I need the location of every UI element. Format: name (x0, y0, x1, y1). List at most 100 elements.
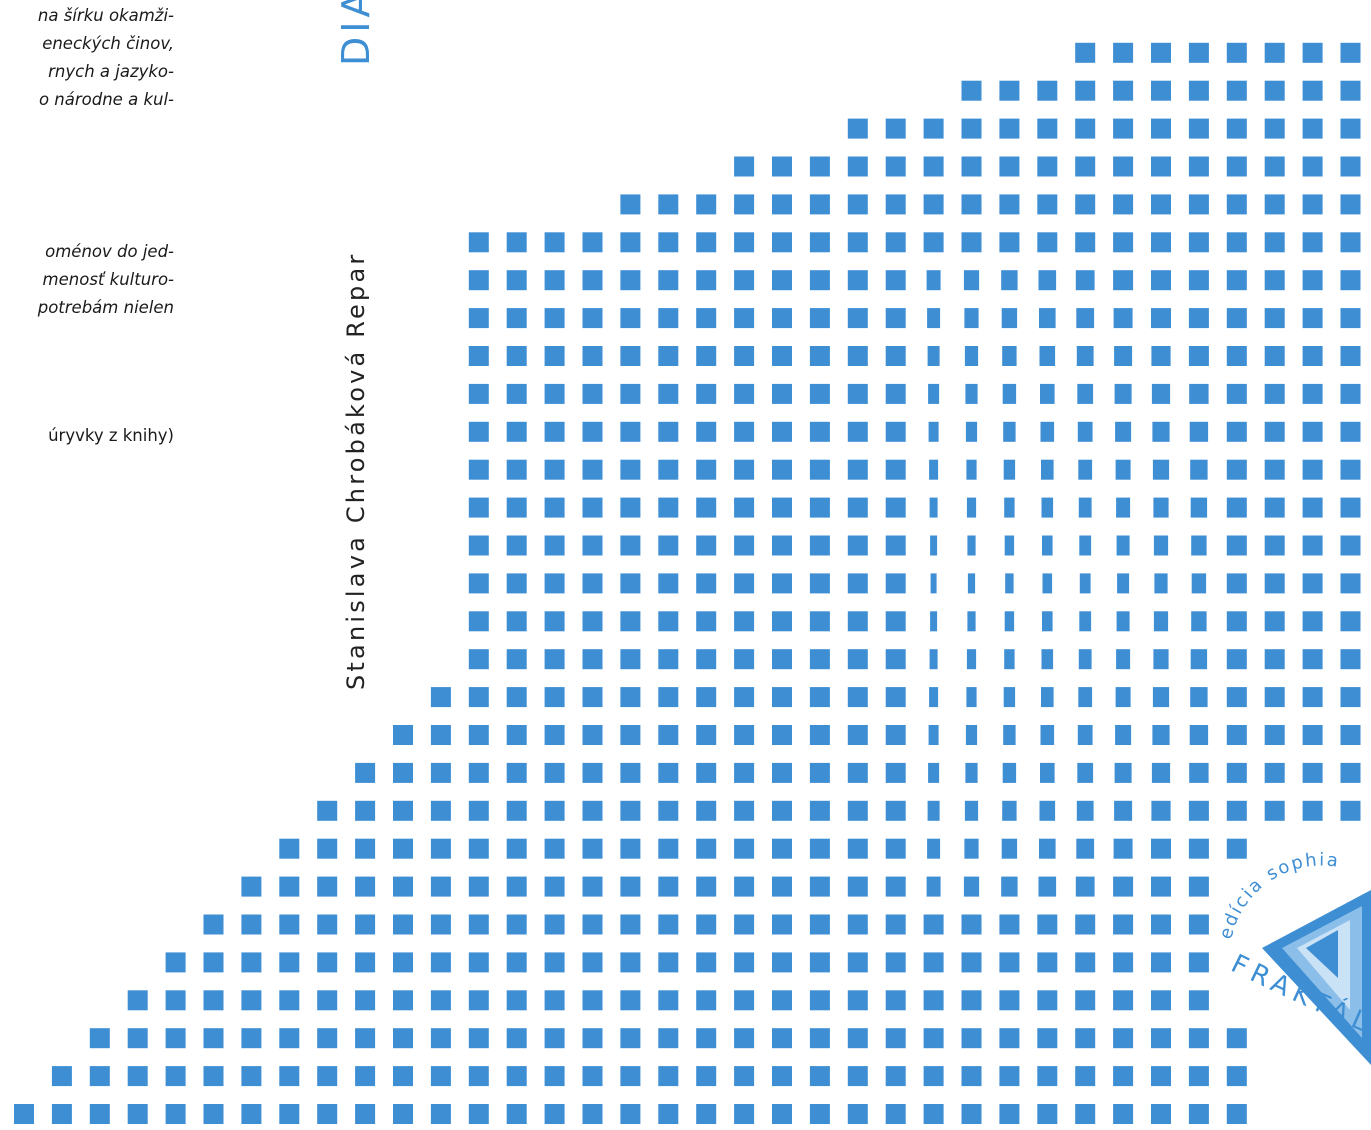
mosaic-square (696, 649, 717, 670)
mosaic-square (961, 1104, 982, 1124)
mosaic-square (430, 990, 451, 1011)
mosaic-square (1226, 118, 1247, 139)
mosaic-square (658, 611, 679, 632)
mosaic-square (1226, 725, 1247, 745)
mosaic-square (544, 232, 565, 253)
mosaic-square (582, 270, 603, 291)
mosaic-square (772, 383, 792, 404)
mosaic-square (544, 800, 565, 821)
mosaic-square (279, 990, 300, 1011)
mosaic-square (279, 952, 300, 973)
mosaic-square (696, 346, 717, 366)
mosaic-square (544, 308, 565, 329)
mosaic-square (966, 459, 977, 480)
mosaic-square (620, 725, 641, 745)
mosaic-square (1040, 383, 1055, 404)
mosaic-square (999, 156, 1020, 177)
mosaic-square (885, 118, 906, 139)
mosaic-square (1002, 383, 1017, 404)
mosaic-square (127, 1104, 148, 1124)
mosaic-square (1151, 838, 1171, 859)
mosaic-square (1190, 459, 1208, 480)
mosaic-square (241, 876, 262, 897)
mosaic-square (885, 1066, 906, 1087)
mosaic-square (468, 990, 489, 1011)
mosaic-square (393, 1066, 413, 1087)
mosaic-square (506, 838, 527, 859)
mosaic-square (809, 1066, 830, 1087)
mosaic-square (582, 1066, 603, 1087)
mosaic-square (696, 1066, 717, 1087)
mosaic-square (430, 1028, 451, 1049)
mosaic-square (696, 1104, 717, 1124)
mosaic-square (1076, 838, 1095, 859)
mosaic-square (847, 573, 868, 594)
mosaic-square (1302, 156, 1323, 177)
mosaic-square (1151, 952, 1171, 973)
mosaic-square (1340, 459, 1361, 480)
mosaic-square (317, 1066, 338, 1087)
mosaic-square (930, 535, 938, 556)
mosaic-square (1116, 497, 1131, 518)
mosaic-square (1151, 346, 1171, 366)
mosaic-square (317, 838, 338, 859)
mosaic-square (1151, 876, 1171, 897)
mosaic-square (967, 573, 976, 594)
mosaic-square (734, 1028, 755, 1049)
mosaic-square (809, 687, 830, 708)
blurb-paragraph-1: na šírku okamži- eneckých činov, rnych a… (0, 2, 174, 114)
mosaic-square (772, 952, 792, 973)
mosaic-square (393, 914, 413, 935)
mosaic-square (1302, 421, 1323, 442)
mosaic-square (923, 1066, 944, 1087)
mosaic-square (885, 1028, 906, 1049)
mosaic-square (1340, 497, 1361, 518)
mosaic-square (620, 459, 641, 480)
mosaic-square (923, 952, 944, 973)
mosaic-square (1340, 118, 1361, 139)
mosaic-square (929, 649, 938, 670)
mosaic-square (620, 194, 641, 215)
mosaic-square (1078, 459, 1093, 480)
mosaic-square (658, 346, 679, 366)
mosaic-square (885, 232, 906, 253)
mosaic-square (1075, 876, 1095, 897)
mosaic-square (468, 1104, 489, 1124)
mosaic-square (847, 421, 868, 442)
mosaic-square (468, 762, 489, 783)
mosaic-square (468, 459, 489, 480)
mosaic-square (885, 1104, 906, 1124)
mosaic-square (355, 952, 376, 973)
mosaic-square (1302, 459, 1323, 480)
mosaic-square (582, 346, 603, 366)
mosaic-square (1188, 1066, 1209, 1087)
mosaic-square (1264, 573, 1285, 594)
mosaic-square (355, 914, 376, 935)
mosaic-square (772, 308, 792, 329)
mosaic-square (1302, 497, 1323, 518)
mosaic-square (658, 914, 679, 935)
mosaic-square (1340, 800, 1361, 821)
mosaic-square (964, 346, 979, 366)
mosaic-square (696, 194, 717, 215)
mosaic-square (1151, 990, 1171, 1011)
mosaic-square (734, 459, 755, 480)
mosaic-square (544, 838, 565, 859)
mosaic-square (696, 611, 717, 632)
mosaic-square (696, 497, 717, 518)
mosaic-square (468, 687, 489, 708)
mosaic-square (658, 687, 679, 708)
mosaic-square (999, 1028, 1020, 1049)
mosaic-square (544, 649, 565, 670)
mosaic-square (506, 725, 527, 745)
mosaic-square (1340, 156, 1361, 177)
mosaic-square (1040, 421, 1055, 442)
mosaic-square (1079, 573, 1091, 594)
mosaic-square (620, 1066, 641, 1087)
mosaic-square (430, 687, 451, 708)
mosaic-square (1153, 649, 1169, 670)
mosaic-square (468, 725, 489, 745)
mosaic-square (1037, 1104, 1058, 1124)
blurb-line: na šírku okamži- (37, 6, 174, 25)
mosaic-square (809, 156, 830, 177)
